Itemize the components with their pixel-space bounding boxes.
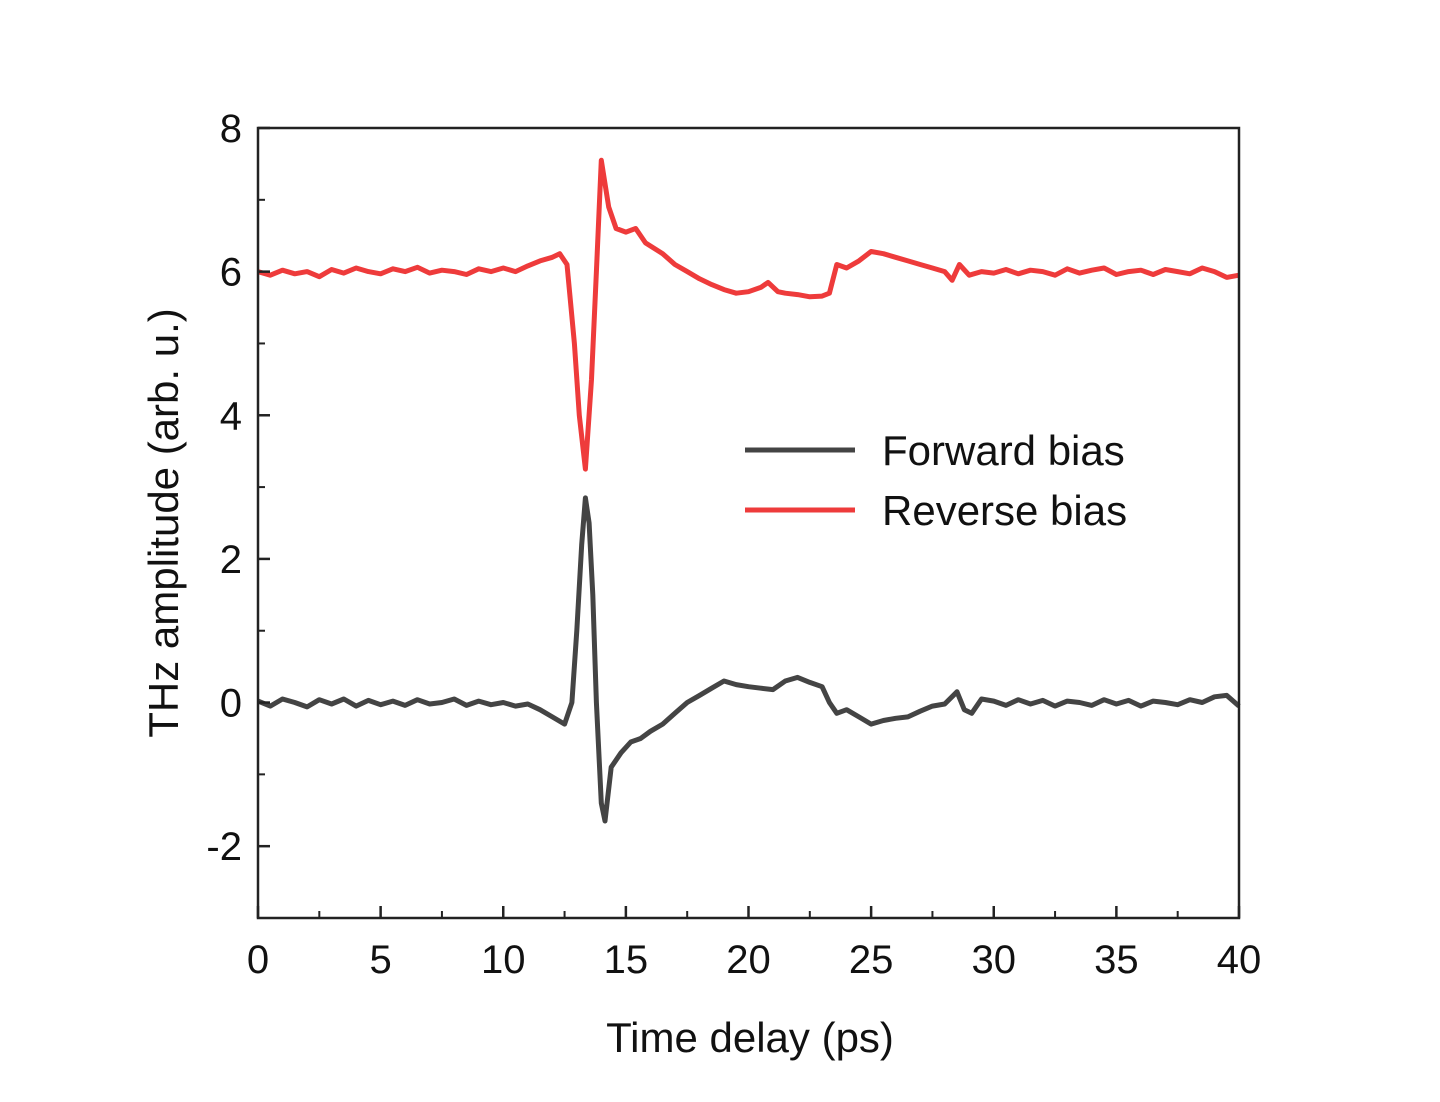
ticks: 0 5 10 15 20 25 30 35 40 -2 0 2 4 6 8 — [206, 107, 1261, 982]
legend-label-reverse: Reverse bias — [882, 487, 1127, 534]
x-tick-label: 5 — [370, 938, 392, 982]
x-axis-title: Time delay (ps) — [606, 1014, 894, 1061]
y-tick-label: 2 — [220, 538, 242, 582]
y-tick-label: 4 — [220, 394, 242, 438]
plot-marks — [257, 157, 1241, 824]
legend: Forward bias Reverse bias — [745, 427, 1127, 534]
y-tick-label: 6 — [220, 251, 242, 295]
legend-label-forward: Forward bias — [882, 427, 1125, 474]
x-tick-label: 0 — [247, 938, 269, 982]
y-tick-label: 8 — [220, 107, 242, 151]
y-axis-title: THz amplitude (arb. u.) — [140, 308, 187, 737]
x-tick-label: 10 — [481, 938, 526, 982]
x-tick-label: 20 — [726, 938, 771, 982]
x-tick-label: 35 — [1094, 938, 1139, 982]
series-line-reverse-bias — [257, 157, 1240, 472]
y-tick-label: -2 — [206, 825, 242, 869]
x-tick-label: 40 — [1217, 938, 1262, 982]
y-tick-label: 0 — [220, 682, 242, 726]
x-tick-label: 25 — [849, 938, 894, 982]
x-tick-label: 30 — [972, 938, 1017, 982]
series-line-forward-bias — [257, 495, 1241, 824]
x-tick-label: 15 — [604, 938, 649, 982]
